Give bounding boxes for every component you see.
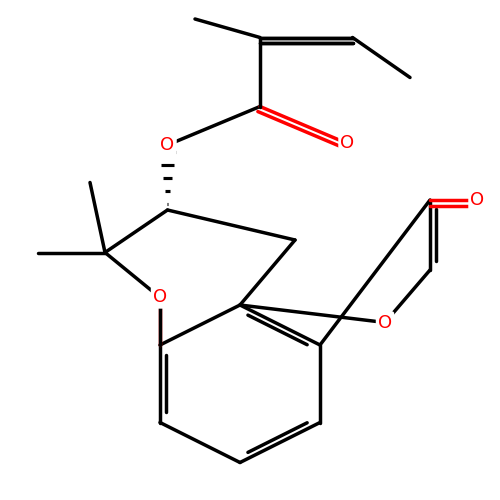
Text: O: O xyxy=(153,288,167,306)
Text: O: O xyxy=(160,136,174,154)
Text: O: O xyxy=(470,191,484,209)
Text: O: O xyxy=(340,134,354,152)
Text: O: O xyxy=(378,314,392,332)
